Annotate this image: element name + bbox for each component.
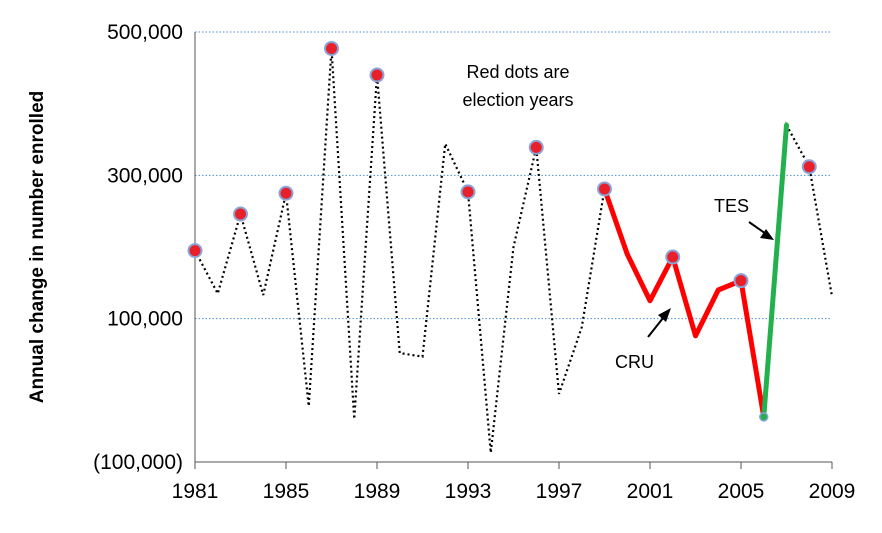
annotations: Red dots are election years CRU TES: [462, 62, 774, 372]
x-tick-label: 2009: [809, 480, 856, 503]
tes-arrowhead: [760, 229, 774, 240]
election-dot: [597, 181, 612, 197]
cru-label: CRU: [615, 352, 654, 372]
x-tick-label: 2005: [718, 480, 765, 503]
election-dot: [801, 159, 817, 175]
segment-tes: [761, 122, 789, 420]
segment-cru: [602, 186, 767, 420]
x-tick-label: 1997: [536, 480, 583, 503]
note-line-1: Red dots are: [466, 62, 569, 82]
gridlines: [195, 31, 832, 320]
cru-arrowhead: [658, 308, 671, 322]
y-tick-label: 300,000: [107, 164, 183, 187]
election-dot: [759, 412, 769, 422]
x-tick-label: 1989: [354, 480, 401, 503]
election-dot: [460, 184, 476, 200]
y-tick-label: 100,000: [107, 308, 183, 331]
x-tick-label: 1981: [172, 480, 219, 503]
tes-label: TES: [714, 196, 749, 216]
election-dot: [187, 243, 203, 259]
note-line-2: election years: [462, 90, 573, 110]
y-tick-label: (100,000): [93, 451, 183, 474]
x-tick-label: 1985: [263, 480, 310, 503]
election-dot: [665, 249, 681, 265]
y-tick-label: 500,000: [107, 21, 183, 44]
series-dotted-line: [194, 48, 834, 453]
election-dot: [369, 67, 385, 83]
y-tick-labels: (100,000) 100,000 300,000 500,000: [93, 21, 183, 474]
x-tick-labels: 1981 1985 1989 1993 1997 2001 2005 2009: [172, 480, 856, 503]
election-dot: [528, 139, 544, 155]
y-axis-label: Annual change in number enrolled: [27, 91, 48, 403]
x-tick-label: 1993: [445, 480, 492, 503]
x-tick-label: 2001: [627, 480, 674, 503]
election-dot: [733, 273, 749, 289]
election-dot: [233, 206, 248, 222]
election-dot: [324, 40, 339, 56]
election-dot: [278, 185, 294, 201]
election-dots: [187, 40, 817, 422]
